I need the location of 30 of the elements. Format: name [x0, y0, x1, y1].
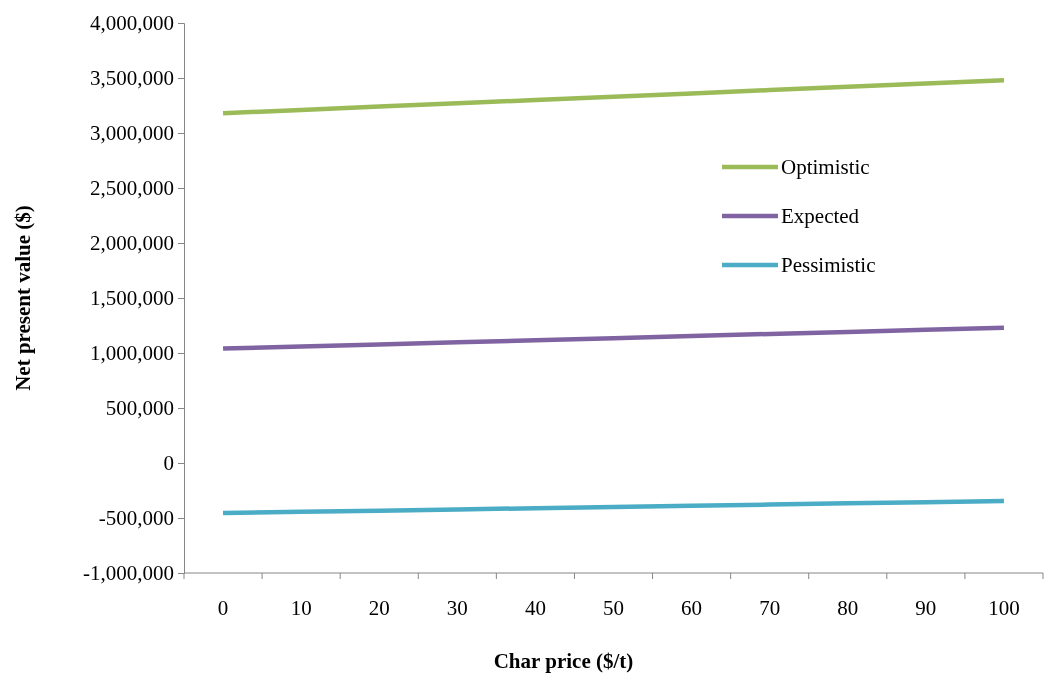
x-tick-label: 20: [368, 596, 390, 620]
y-tick-label: 2,500,000: [90, 176, 174, 201]
y-tick-label: 3,000,000: [90, 121, 174, 146]
y-tick-label: 4,000,000: [90, 11, 174, 36]
x-tick-label: 60: [681, 596, 703, 620]
x-tick-label: 50: [603, 596, 624, 620]
y-tick-label: 1,000,000: [90, 341, 174, 366]
y-tick-label: 0: [163, 451, 174, 476]
x-tick-label: 30: [446, 596, 468, 620]
x-tick-label: 0: [217, 596, 229, 620]
line-series: [220, 77, 1007, 116]
y-axis-title: Net present value ($): [11, 205, 35, 391]
legend-label: Expected: [781, 204, 860, 228]
legend-label: Pessimistic: [781, 253, 876, 277]
x-tick-label: 90: [915, 596, 937, 620]
y-tick-label: -1,000,000: [83, 561, 174, 586]
line-series: [220, 325, 1007, 351]
x-tick-label: 70: [759, 596, 781, 620]
x-tick-label: 100: [988, 596, 1020, 620]
y-tick-label: 3,500,000: [90, 66, 174, 91]
y-tick-label: 1,500,000: [90, 286, 174, 311]
x-tick-label: 10: [290, 596, 312, 620]
y-tick-label: 500,000: [105, 396, 174, 421]
y-tick-label: -500,000: [98, 506, 174, 531]
line-series: [220, 498, 1007, 516]
legend-label: Optimistic: [781, 155, 870, 179]
x-tick-label: 40: [524, 596, 546, 620]
x-axis-title: Char price ($/t): [493, 649, 634, 673]
y-tick-label: 2,000,000: [90, 231, 174, 256]
x-tick-label: 80: [837, 596, 859, 620]
